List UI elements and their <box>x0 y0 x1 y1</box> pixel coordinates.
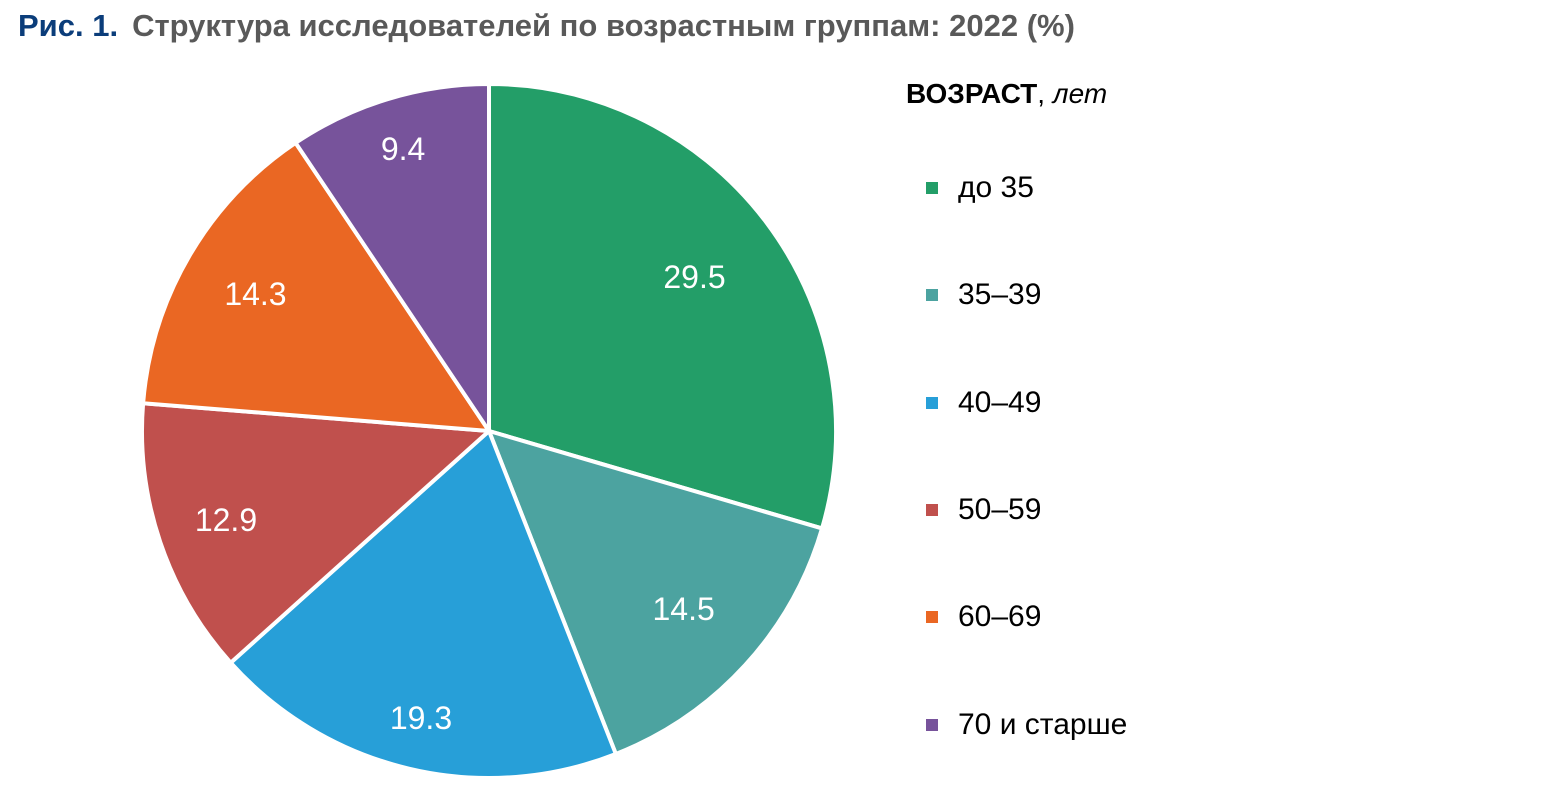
legend-label: до 35 <box>958 171 1034 204</box>
pie-slice <box>141 140 491 433</box>
figure-title: Структура исследователей по возрастным г… <box>132 8 1075 43</box>
slice-value-label: 29.5 <box>663 259 725 295</box>
slice-value-label: 12.9 <box>195 502 257 538</box>
legend-label: 40–49 <box>958 386 1042 419</box>
pie-slice <box>293 82 491 433</box>
legend-label: 50–59 <box>958 493 1042 526</box>
slice-value-label: 14.3 <box>224 276 286 312</box>
legend-swatch-icon <box>926 182 938 194</box>
figure-label: Рис. 1. <box>18 8 119 43</box>
legend-item: 70 и старше <box>926 708 1127 742</box>
legend-swatch-icon <box>926 611 938 623</box>
legend-item: до 35 <box>926 171 1034 205</box>
slice-value-label: 9.4 <box>381 131 425 167</box>
legend: ВОЗРАСТ, лет до 35 35–39 40–49 50–59 60–69 70… <box>906 78 1127 741</box>
chart-title: Рис. 1. Структура исследователей по возра… <box>18 8 1075 44</box>
slice-value-label: 19.3 <box>390 700 452 736</box>
legend-label: 70 и старше <box>958 708 1128 741</box>
legend-swatch-icon <box>926 397 938 409</box>
pie-chart: 29.5 14.5 19.3 12.9 14.3 9.4 <box>140 82 838 780</box>
pie-slice <box>228 429 618 780</box>
legend-label: 35–39 <box>958 278 1042 311</box>
legend-label: 60–69 <box>958 600 1042 633</box>
pie-slice <box>487 429 825 756</box>
legend-item: 60–69 <box>926 600 1041 634</box>
legend-swatch-icon <box>926 289 938 301</box>
legend-title: ВОЗРАСТ, лет <box>906 78 1108 109</box>
pie-slice <box>140 401 491 665</box>
pie-slice <box>487 82 838 531</box>
slice-value-label: 14.5 <box>653 591 715 627</box>
legend-swatch-icon <box>926 504 938 516</box>
legend-item: 50–59 <box>926 493 1041 527</box>
legend-item: 40–49 <box>926 386 1041 420</box>
legend-item: 35–39 <box>926 278 1041 312</box>
legend-swatch-icon <box>926 719 938 731</box>
